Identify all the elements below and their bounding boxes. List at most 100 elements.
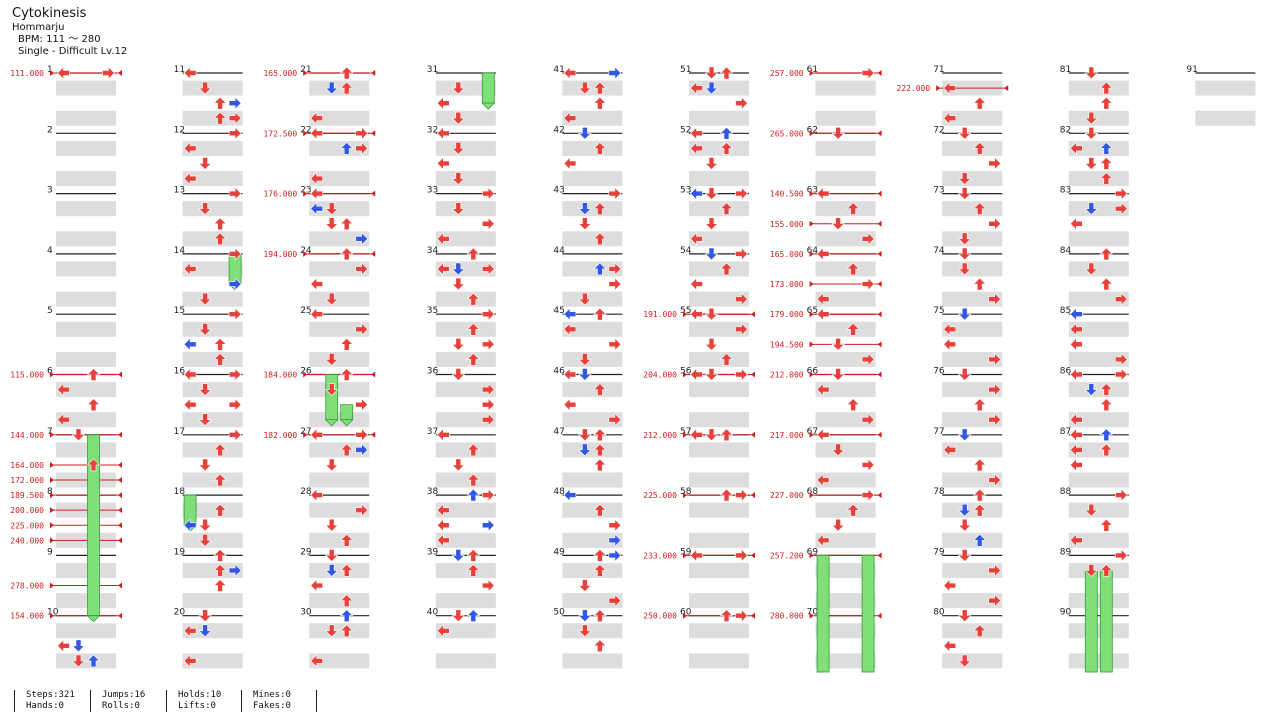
beat-band — [309, 382, 370, 398]
step-chart: 1 2 3 4 5 6 7 8 9 10 11 12 13 14 15 16 17 18 19 20 21 22 23 24 2… — [10, 65, 1256, 673]
beat-band — [1068, 110, 1129, 126]
beat-band — [435, 291, 496, 307]
beat-band — [182, 351, 243, 367]
arrow-note-left — [183, 397, 197, 412]
arrow-shape — [943, 639, 957, 653]
measure-number: 70 — [807, 608, 819, 618]
hold-body — [861, 555, 875, 673]
arrow-note-up — [339, 81, 354, 95]
arrow-note-down — [1084, 157, 1099, 170]
arrow-shape — [481, 186, 495, 201]
beat-band — [56, 382, 116, 398]
arrow-note-down — [957, 127, 972, 140]
beat-band — [689, 171, 749, 187]
arrow-note-left — [816, 533, 830, 548]
measure-26: 26 — [300, 367, 370, 428]
measure-41: 41 — [553, 65, 623, 126]
measure-17: 17 — [174, 427, 243, 488]
arrow-shape — [310, 201, 324, 216]
beat-band — [815, 291, 876, 307]
arrow-note-up — [593, 503, 607, 517]
hold-note — [816, 555, 830, 673]
arrow-shape — [102, 66, 115, 80]
beat-band — [689, 593, 749, 609]
measure-number: 22 — [300, 125, 311, 135]
arrow-note-down — [198, 202, 212, 216]
measure-number: 30 — [300, 608, 312, 618]
arrow-note-right — [481, 488, 495, 502]
hold-body — [481, 72, 495, 104]
arrow-shape — [957, 127, 972, 140]
arrow-shape — [943, 81, 957, 95]
beat-band — [942, 472, 1003, 488]
beat-band — [815, 653, 876, 669]
arrow-shape — [310, 126, 324, 141]
arrow-note-left — [943, 322, 957, 336]
arrow-note-up — [466, 247, 481, 261]
arrow-note-down — [451, 202, 466, 216]
stats-group-jumps: Jumps:16 Rolls:0 — [90, 690, 167, 712]
arrow-note-up — [339, 594, 354, 607]
arrow-note-up — [1099, 564, 1114, 577]
bpm-marker — [50, 461, 54, 468]
beat-band — [942, 562, 1003, 578]
arrow-note-down — [831, 217, 845, 231]
beat-band — [182, 291, 243, 307]
arrow-shape — [988, 413, 1002, 427]
arrow-shape — [1099, 172, 1114, 185]
arrow-note-down — [1084, 111, 1099, 125]
arrow-shape — [310, 578, 324, 593]
bpm-marker — [118, 612, 122, 619]
measure-number: 24 — [300, 246, 312, 256]
arrow-shape — [466, 609, 481, 623]
arrow-note-right — [735, 367, 748, 382]
arrow-note-up — [846, 262, 860, 276]
measure-number: 57 — [680, 427, 691, 437]
arrow-note-down — [578, 624, 592, 638]
bpm-marker — [371, 371, 376, 378]
arrow-shape — [593, 232, 607, 246]
arrow-note-left — [1069, 428, 1083, 442]
arrow-shape — [719, 141, 734, 155]
arrow-note-up — [1099, 443, 1114, 457]
bpm-change: 155.000 — [770, 220, 882, 229]
arrow-note-up — [466, 353, 481, 366]
arrow-shape — [719, 66, 734, 80]
bpm-marker — [936, 85, 941, 92]
arrow-note-up — [213, 232, 227, 246]
arrow-shape — [1069, 428, 1083, 442]
beat-band — [942, 171, 1003, 187]
measure-number: 31 — [427, 65, 438, 75]
arrow-note-right — [228, 563, 242, 578]
beat-band — [182, 261, 243, 277]
arrow-shape — [324, 383, 339, 396]
arrow-note-left — [1069, 367, 1083, 382]
arrow-shape — [355, 397, 369, 412]
bpm-marker — [809, 371, 814, 378]
measure-87: 87 — [1060, 427, 1129, 488]
arrow-note-up — [593, 141, 607, 155]
arrow-shape — [704, 187, 719, 201]
measure-number: 29 — [300, 547, 312, 557]
arrow-shape — [719, 488, 734, 502]
measure-number: 84 — [1060, 246, 1072, 256]
arrow-shape — [339, 533, 354, 547]
arrow-shape — [690, 186, 703, 201]
arrow-shape — [831, 217, 845, 231]
arrow-note-left — [690, 126, 703, 141]
stat-holds: Holds:10 — [178, 690, 222, 700]
arrow-note-left — [563, 156, 577, 171]
beat-band — [182, 532, 243, 548]
arrow-shape — [481, 578, 495, 593]
arrow-note-up — [466, 473, 481, 487]
measure-52: 52 — [680, 125, 749, 187]
arrow-shape — [831, 518, 845, 532]
measure-12: 12 — [174, 125, 243, 187]
arrow-shape — [57, 66, 70, 80]
arrow-shape — [183, 654, 197, 668]
bpm-label: 233.000 — [643, 551, 677, 560]
hold-note — [1099, 570, 1113, 673]
bpm-marker — [50, 537, 54, 544]
arrow-note-down — [71, 654, 86, 668]
arrow-shape — [57, 413, 70, 427]
